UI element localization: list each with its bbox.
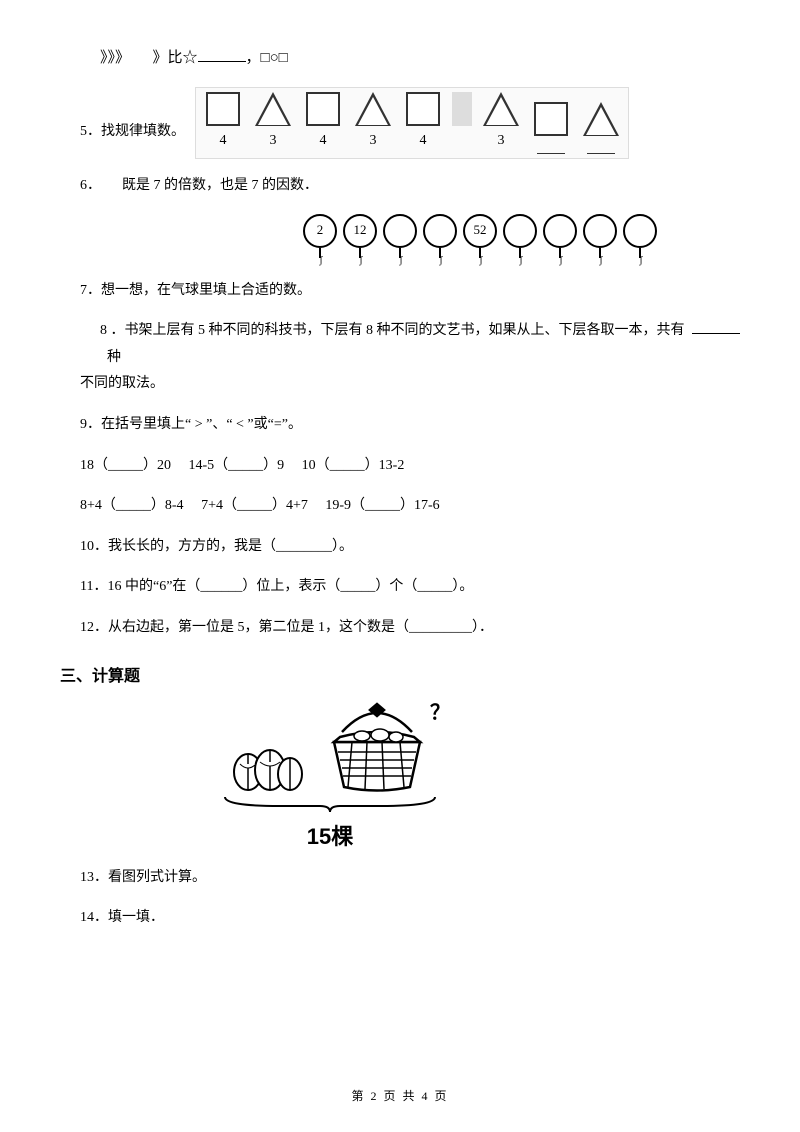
brace-icon	[200, 794, 460, 819]
moon-single: 》	[153, 50, 168, 66]
q9-r2a[interactable]: 8+4（_____）8-4	[80, 498, 184, 513]
q6: 6． 既是 7 的倍数，也是 7 的因数．	[60, 173, 740, 200]
shape-square-1: 4	[202, 92, 244, 155]
shape-square-2: 4	[302, 92, 344, 155]
q14-num: 14	[80, 910, 94, 925]
q8-text-b: 种	[107, 350, 121, 365]
q-top-symbols: 》》》 》比☆ ，□○□	[60, 44, 740, 73]
cabbage-icon	[228, 732, 308, 792]
q11: 11．16 中的“6”在（______）位上，表示（_____）个（_____）…	[60, 574, 740, 601]
balloon-8[interactable]: ʃ	[583, 214, 617, 264]
grey-block	[452, 92, 472, 126]
text-bi-star: 比☆	[168, 50, 198, 66]
q13: 13．看图列式计算。	[60, 865, 740, 892]
q12: 12．从右边起，第一位是 5，第二位是 1，这个数是（_________）．	[60, 615, 740, 642]
shapes-pattern: 4 3 4 3 4 3	[195, 87, 629, 160]
q5-num: 5	[80, 124, 87, 139]
q7-num: 7	[80, 283, 87, 298]
q12-num: 12	[80, 620, 94, 635]
q11-num: 11	[80, 579, 93, 594]
q13-text: ．看图列式计算。	[94, 870, 206, 885]
q10-num: 10	[80, 539, 94, 554]
shape-triangle-4	[580, 102, 622, 154]
q10: 10．我长长的，方方的，我是（________）。	[60, 534, 740, 561]
moons-group: 》》》	[100, 50, 130, 66]
balloon-7[interactable]: ʃ	[543, 214, 577, 264]
q7: 7．想一想，在气球里填上合适的数。	[60, 278, 740, 305]
basket-icon: ？	[322, 702, 432, 792]
fig-label: 15棵	[200, 819, 460, 851]
q14: 14．填一填．	[60, 905, 740, 932]
shape-triangle-3: 3	[480, 92, 522, 155]
q9: 9．在括号里填上“ > ”、“ < ”或“=”。	[60, 412, 740, 439]
q8: 8 ．书架上层有 5 种不同的科技书，下层有 8 种不同的文艺书，如果从上、下层…	[80, 318, 740, 398]
q7-text: ．想一想，在气球里填上合适的数。	[87, 283, 311, 298]
balloon-3[interactable]: ʃ	[383, 214, 417, 264]
q8-num: 8	[100, 323, 107, 338]
shape-triangle-1: 3	[252, 92, 294, 155]
q6-num: 6	[80, 178, 87, 193]
q9-text: ．在括号里填上“ > ”、“ < ”或“=”。	[87, 417, 302, 432]
q11-text: ．16 中的“6”在（______）位上，表示（_____）个（_____）。	[93, 579, 473, 594]
q8-blank[interactable]	[692, 320, 740, 334]
q9-row2: 8+4（_____）8-4 7+4（_____）4+7 19-9（_____）1…	[60, 493, 740, 520]
q9-row1: 18（_____）20 14-5（_____）9 10（_____）13-2	[60, 453, 740, 480]
q9-r1b[interactable]: 14-5（_____）9	[189, 458, 285, 473]
q8-text-a: ．书架上层有 5 种不同的科技书，下层有 8 种不同的文艺书，如果从上、下层各取…	[111, 323, 685, 338]
balloons-figure: 2ʃ 12ʃ ʃ ʃ 52ʃ ʃ ʃ ʃ ʃ	[220, 214, 740, 264]
shape-square-4	[530, 102, 572, 154]
blank-top[interactable]	[198, 48, 246, 62]
page-content: 》》》 》比☆ ，□○□ 5．找规律填数。 4 3 4 3 4 3 6． 既是 7…	[0, 0, 800, 932]
q13-figure: ？	[200, 702, 460, 851]
q9-r2c[interactable]: 19-9（_____）17-6	[325, 498, 439, 513]
q9-r2b[interactable]: 7+4（_____）4+7	[201, 498, 308, 513]
shape-square-3: 4	[402, 92, 444, 155]
page-footer: 第 2 页 共 4 页	[0, 1087, 800, 1104]
q9-r1c[interactable]: 10（_____）13-2	[302, 458, 405, 473]
q5: 5．找规律填数。 4 3 4 3 4 3	[60, 87, 740, 160]
q8-text-c: 不同的取法。	[80, 376, 164, 391]
text-shapes: ，□○□	[246, 50, 288, 66]
balloon-1: 2ʃ	[303, 214, 337, 264]
q13-num: 13	[80, 870, 94, 885]
q9-r1a[interactable]: 18（_____）20	[80, 458, 171, 473]
q12-text: ．从右边起，第一位是 5，第二位是 1，这个数是（_________）．	[94, 620, 493, 635]
q10-text: ．我长长的，方方的，我是（________）。	[94, 539, 353, 554]
shape-triangle-2: 3	[352, 92, 394, 155]
balloon-9[interactable]: ʃ	[623, 214, 657, 264]
q6-text: ． 既是 7 的倍数，也是 7 的因数．	[87, 178, 318, 193]
q5-text: ．找规律填数。	[87, 124, 185, 139]
balloon-5: 52ʃ	[463, 214, 497, 264]
balloon-4[interactable]: ʃ	[423, 214, 457, 264]
section-3-title: 三、计算题	[60, 662, 740, 686]
balloon-6[interactable]: ʃ	[503, 214, 537, 264]
question-mark: ？	[430, 696, 450, 725]
q9-num: 9	[80, 417, 87, 432]
balloon-2: 12ʃ	[343, 214, 377, 264]
q14-text: ．填一填．	[94, 910, 164, 925]
